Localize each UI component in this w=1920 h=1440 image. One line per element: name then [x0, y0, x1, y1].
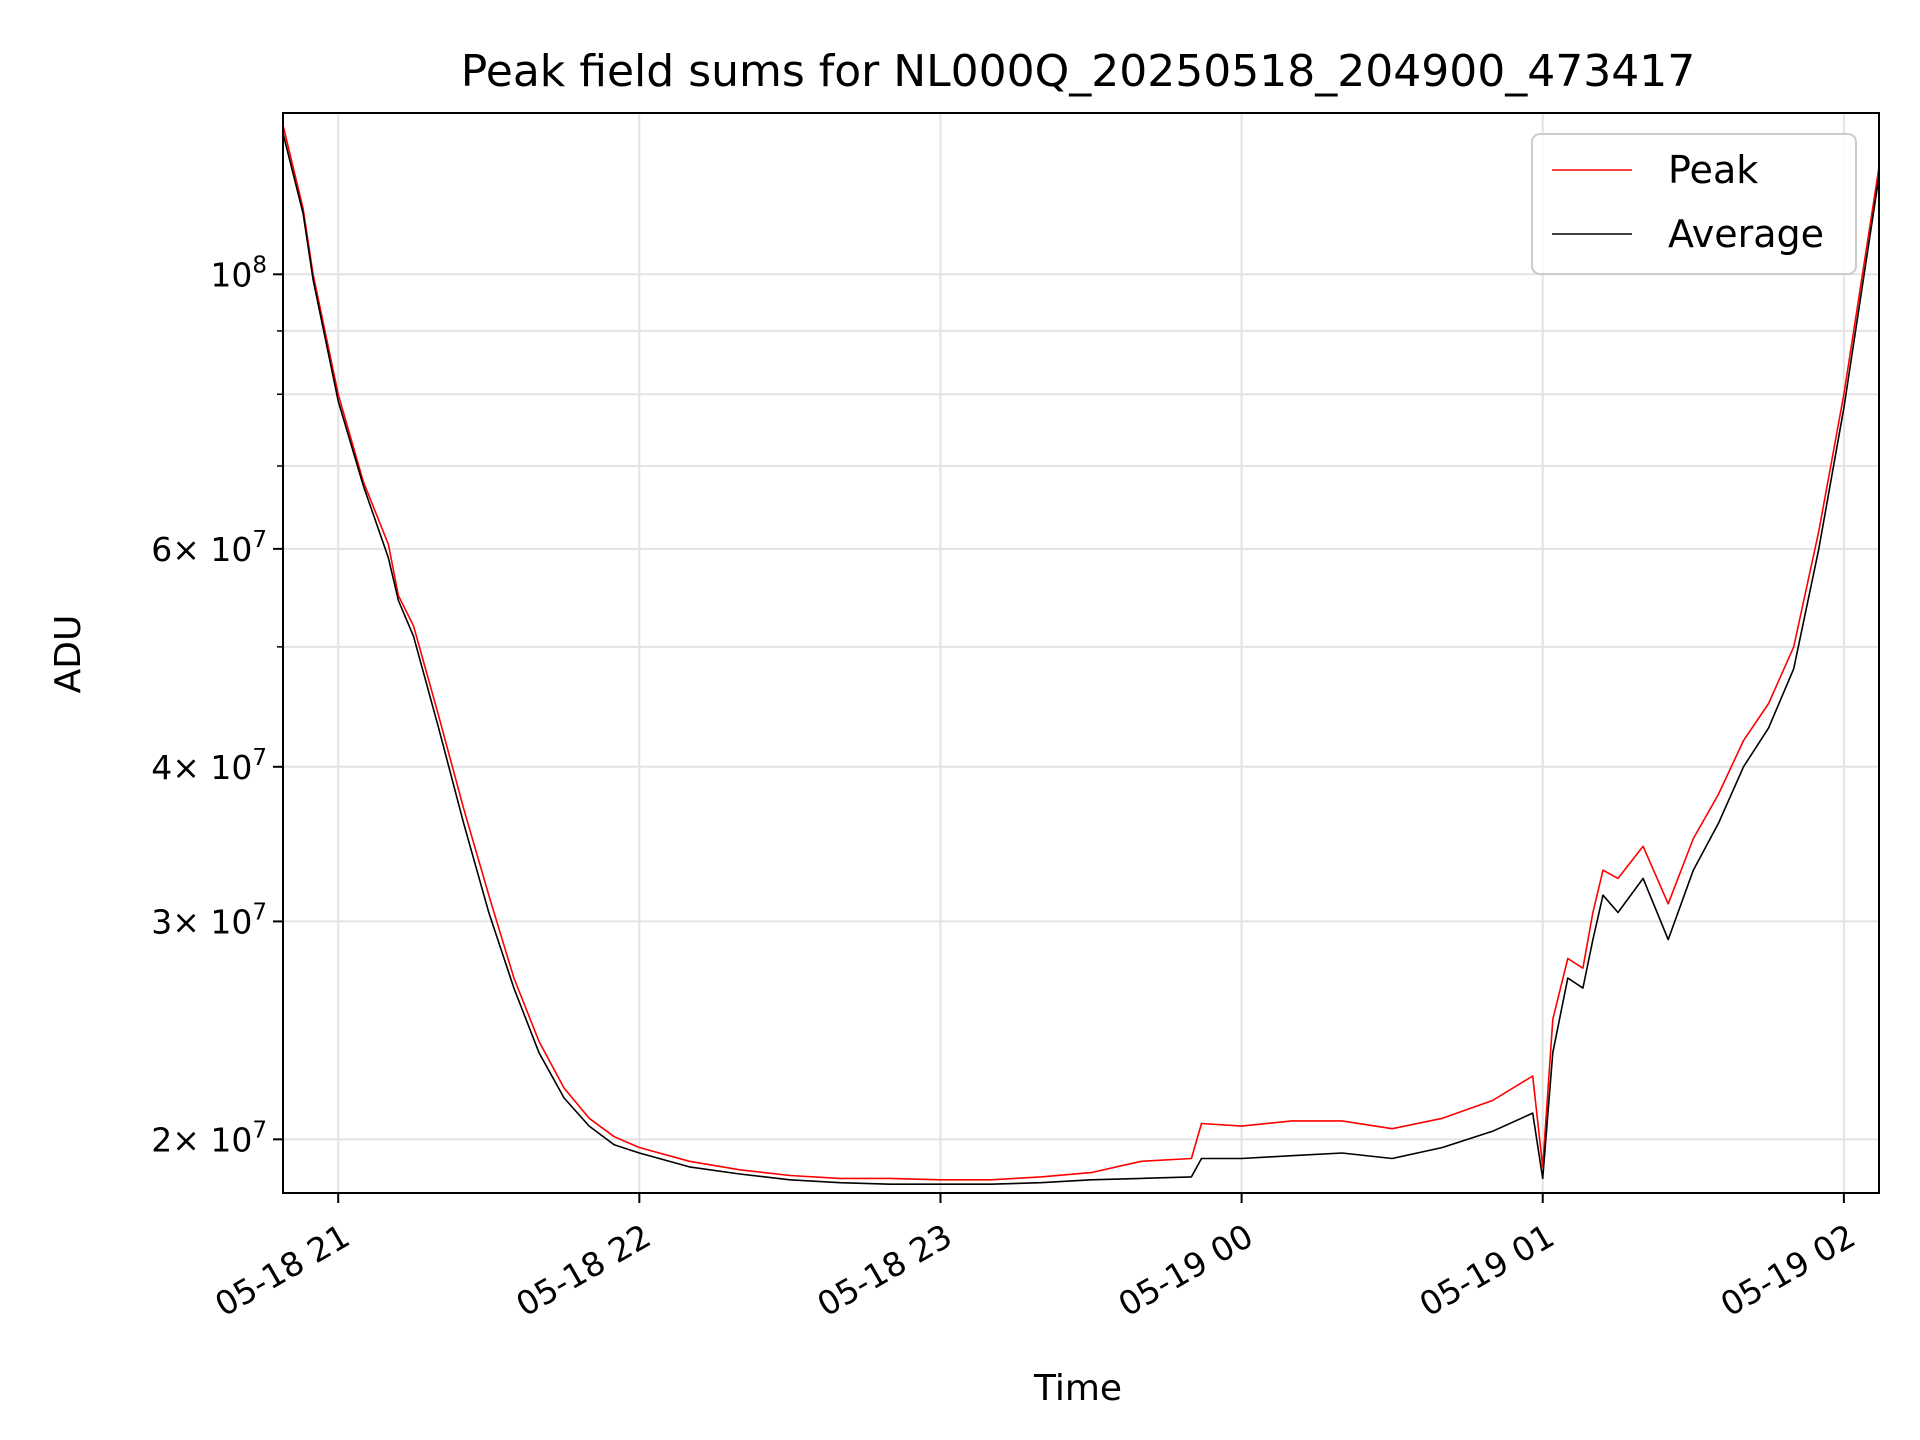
- grid: [283, 113, 1879, 1193]
- series-line-peak: [282, 124, 1880, 1181]
- x-axis-title: Time: [1033, 1368, 1122, 1409]
- series-line-average: [282, 133, 1880, 1185]
- legend-box: [1531, 133, 1857, 275]
- legend-average-label: Average: [1668, 212, 1824, 256]
- y-axis: 2× 107 3× 107 4× 107 6× 107 108: [151, 252, 283, 1159]
- y-tick-label: 2× 107: [151, 1117, 267, 1159]
- plot-frame: [282, 112, 1880, 1194]
- series-layer: [282, 124, 1880, 1185]
- legend-peak-label: Peak: [1668, 148, 1758, 192]
- legend: Peak Average: [1531, 133, 1857, 275]
- chart-title: Peak field sums for NL000Q_20250518_2049…: [461, 46, 1695, 97]
- y-axis-title: ADU: [48, 615, 89, 694]
- y-tick-label: 4× 107: [151, 745, 267, 787]
- y-tick-label: 108: [210, 252, 267, 294]
- y-tick-label: 6× 107: [151, 527, 267, 569]
- y-tick-label: 3× 107: [151, 899, 267, 941]
